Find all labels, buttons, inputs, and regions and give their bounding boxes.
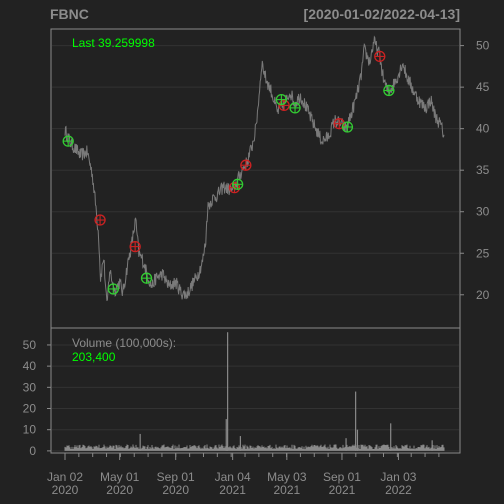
chart-symbol: FBNC <box>50 6 89 22</box>
sell-signal-marker <box>240 159 252 171</box>
buy-signal-marker <box>275 93 288 106</box>
x-tick-label-date: Sep 01 <box>323 470 361 484</box>
x-tick-label-date: Jan 04 <box>215 470 251 484</box>
volume-y-axis: 0 10 20 30 40 50 <box>23 338 51 458</box>
x-tick-label-date: Sep 01 <box>157 470 195 484</box>
volume-y-tick-label: 40 <box>23 359 37 373</box>
sell-signal-marker <box>278 99 290 112</box>
volume-grid <box>52 344 459 452</box>
sell-signal-marker <box>374 50 386 63</box>
buy-signal-marker <box>140 272 153 284</box>
x-tick-label-year: 2020 <box>106 483 133 497</box>
buy-signal-marker <box>383 84 395 97</box>
price-y-tick-label: 35 <box>476 163 490 177</box>
price-y-tick-label: 45 <box>476 80 490 94</box>
buy-signal-marker <box>231 178 244 190</box>
x-tick-label-year: 2020 <box>162 483 189 497</box>
price-y-tick-label: 20 <box>476 288 490 302</box>
volume-legend-value: 203,400 <box>72 350 116 364</box>
price-y-axis: 20 25 30 35 40 45 50 <box>460 39 490 302</box>
price-y-tick-label: 50 <box>476 39 490 53</box>
x-tick-label-date: Jan 03 <box>380 470 416 484</box>
volume-baseline-bars <box>64 444 445 451</box>
x-tick-label-year: 2021 <box>219 483 246 497</box>
x-tick-label-year: 2021 <box>273 483 300 497</box>
price-panel: 20 25 30 35 40 45 50 Last 39.259998 <box>50 28 490 329</box>
volume-y-tick-label: 30 <box>23 380 37 394</box>
x-tick-label-date: May 03 <box>267 470 307 484</box>
volume-panel-frame <box>50 327 461 454</box>
price-y-tick-label: 25 <box>476 246 490 260</box>
price-grid <box>52 45 459 296</box>
chart-date-range: [2020-01-02/2022-04-13] <box>304 6 460 22</box>
x-tick-label-year: 2020 <box>52 483 79 497</box>
sell-signal-marker <box>129 240 141 253</box>
price-legend: Last 39.259998 <box>72 36 155 50</box>
volume-y-tick-label: 10 <box>23 423 37 437</box>
volume-y-tick-label: 50 <box>23 338 37 352</box>
price-y-tick-label: 30 <box>476 205 490 219</box>
x-tick-label-date: Jan 02 <box>47 470 83 484</box>
x-tick-label-year: 2021 <box>329 483 356 497</box>
buy-signal-marker <box>341 121 354 133</box>
volume-y-tick-label: 0 <box>29 444 36 458</box>
volume-y-tick-label: 20 <box>23 402 37 416</box>
price-line <box>64 35 445 302</box>
volume-panel: 0 10 20 30 40 50 Volume (100,000s): 203,400 <box>23 327 461 458</box>
x-tick-label-year: 2022 <box>385 483 412 497</box>
x-tick-label-date: May 01 <box>100 470 140 484</box>
sell-signal-marker <box>94 214 106 226</box>
buy-signal-marker <box>289 102 301 114</box>
volume-legend-label: Volume (100,000s): <box>72 336 176 350</box>
buy-signal-marker <box>62 135 74 147</box>
price-y-tick-label: 40 <box>476 122 490 136</box>
volume-bars <box>64 332 445 451</box>
buy-signal-marker <box>107 283 119 295</box>
signal-markers <box>62 50 395 295</box>
